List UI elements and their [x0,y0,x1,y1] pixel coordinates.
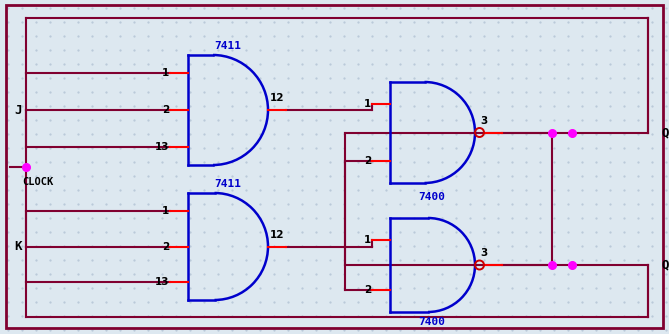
Text: 1: 1 [162,68,169,78]
Text: 1: 1 [162,206,169,216]
Text: 2: 2 [162,241,169,252]
Text: 2: 2 [364,285,371,295]
Text: 3: 3 [480,116,488,126]
Text: 12: 12 [270,93,284,103]
Text: 1: 1 [364,235,371,245]
Text: 2: 2 [364,156,371,166]
Text: K: K [15,240,22,253]
Text: J: J [15,104,22,117]
Text: 7400: 7400 [419,192,446,202]
Text: 7411: 7411 [215,41,242,51]
Text: 1: 1 [364,99,371,109]
Text: 3: 3 [480,248,488,258]
Text: 7411: 7411 [215,179,242,189]
Text: Q: Q [662,126,669,139]
Text: CLOCK: CLOCK [22,177,54,187]
Text: 13: 13 [155,142,169,152]
Text: 13: 13 [155,277,169,287]
Text: Q': Q' [662,259,669,272]
Text: 2: 2 [162,105,169,115]
Text: 12: 12 [270,229,284,239]
Text: 7400: 7400 [419,317,446,327]
